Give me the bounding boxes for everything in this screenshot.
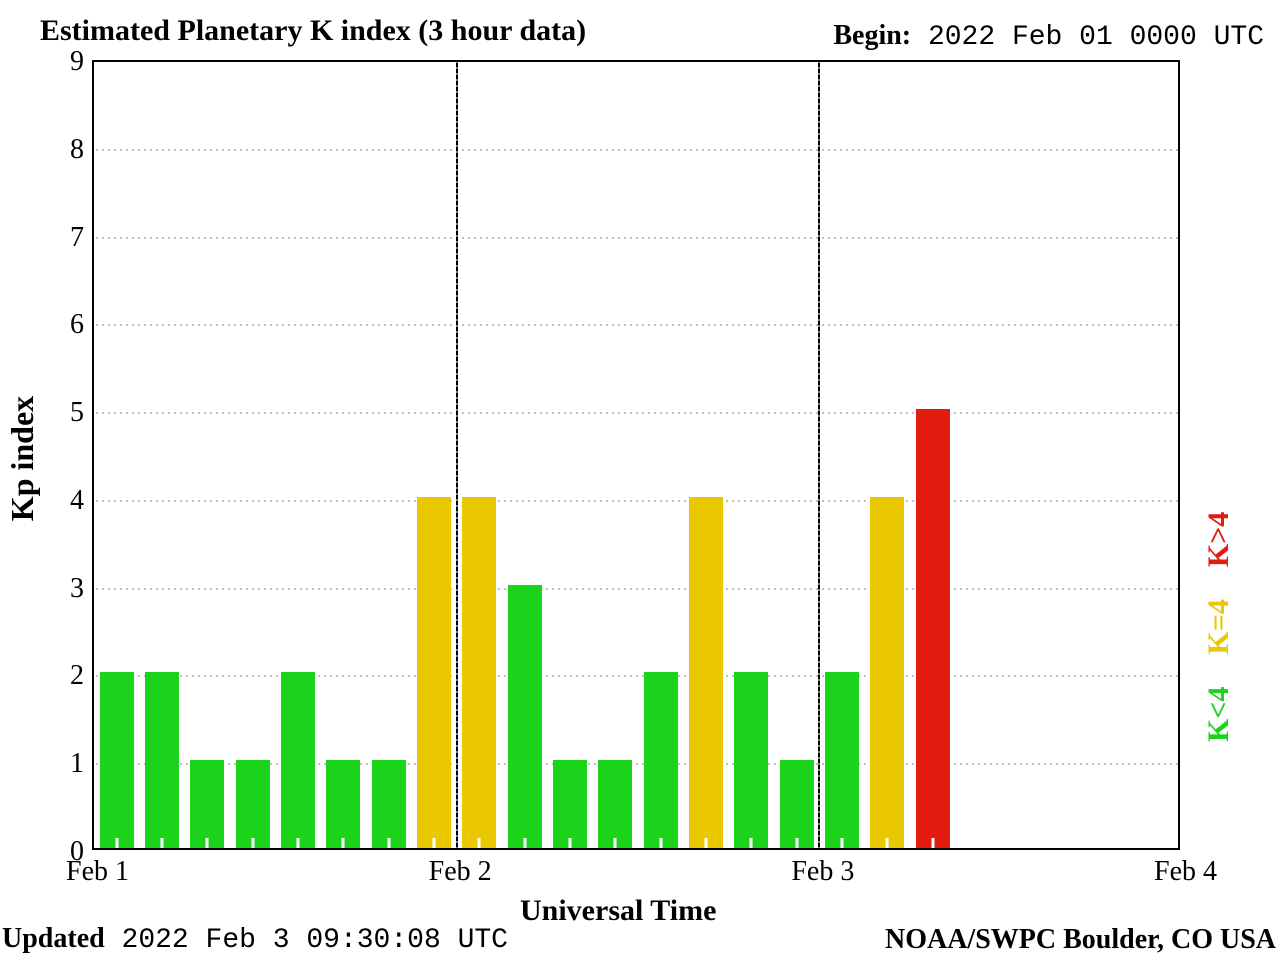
gridline-h [94,500,1178,502]
chart-canvas: Estimated Planetary K index (3 hour data… [0,0,1280,960]
gridline-h [94,412,1178,414]
bar-base-tick [931,838,934,848]
legend-item: K=4 [1202,599,1235,654]
bar-base-tick [251,838,254,848]
kp-bar [145,672,179,848]
kp-bar [689,497,723,848]
plot-area: 0123456789Feb 1Feb 2Feb 3Feb 4 [92,60,1180,850]
kp-bar [916,409,950,848]
bar-base-tick [795,838,798,848]
y-tick-label: 8 [70,134,94,166]
y-tick-label: 5 [70,397,94,429]
kp-bar [734,672,768,848]
bar-base-tick [297,838,300,848]
y-tick-label: 9 [70,46,94,78]
bar-base-tick [523,838,526,848]
bar-base-tick [705,838,708,848]
kp-bar [462,497,496,848]
gridline-v [456,62,458,848]
bar-base-tick [478,838,481,848]
bar-base-tick [161,838,164,848]
gridline-h [94,237,1178,239]
y-tick-label: 3 [70,573,94,605]
bar-base-tick [342,838,345,848]
y-tick-label: 7 [70,222,94,254]
begin-label: Begin: [833,20,911,51]
source-credit: NOAA/SWPC Boulder, CO USA [885,924,1276,956]
y-tick-label: 1 [70,748,94,780]
y-axis-label: Kp index [4,396,41,521]
x-tick-label: Feb 2 [429,848,492,888]
kp-bar [644,672,678,848]
x-axis-label: Universal Time [520,894,716,928]
gridline-h [94,675,1178,677]
x-tick-label: Feb 1 [66,848,129,888]
bar-base-tick [659,838,662,848]
bar-base-tick [206,838,209,848]
begin-stamp: Begin: 2022 Feb 01 0000 UTC [833,20,1264,53]
begin-value: 2022 Feb 01 0000 UTC [928,22,1264,53]
kp-bar [508,585,542,848]
kp-bar [780,760,814,848]
kp-bar [236,760,270,848]
bar-base-tick [387,838,390,848]
chart-title: Estimated Planetary K index (3 hour data… [40,14,586,48]
y-tick-label: 4 [70,485,94,517]
gridline-h [94,588,1178,590]
legend-item: K>4 [1202,511,1235,566]
bar-base-tick [433,838,436,848]
kp-bar [598,760,632,848]
y-tick-label: 2 [70,660,94,692]
kp-bar [870,497,904,848]
bar-base-tick [115,838,118,848]
updated-label: Updated [2,923,105,954]
kp-bar [190,760,224,848]
bar-base-tick [750,838,753,848]
updated-value: 2022 Feb 3 09:30:08 UTC [122,925,508,956]
kp-bar [372,760,406,848]
kp-bar [417,497,451,848]
gridline-v [818,62,820,848]
kp-bar [100,672,134,848]
kp-bar [281,672,315,848]
legend-item: K<4 [1202,686,1235,741]
kp-bar [326,760,360,848]
legend-run: K<4 K=4 K>4 [1202,511,1236,741]
gridline-h [94,324,1178,326]
kp-bar [553,760,587,848]
y-tick-label: 6 [70,309,94,341]
bar-base-tick [569,838,572,848]
x-tick-label: Feb 3 [791,848,854,888]
bar-base-tick [886,838,889,848]
bar-base-tick [841,838,844,848]
x-tick-label: Feb 4 [1154,848,1217,888]
updated-stamp: Updated 2022 Feb 3 09:30:08 UTC [2,923,508,956]
bar-base-tick [614,838,617,848]
kp-bar [825,672,859,848]
gridline-h [94,149,1178,151]
